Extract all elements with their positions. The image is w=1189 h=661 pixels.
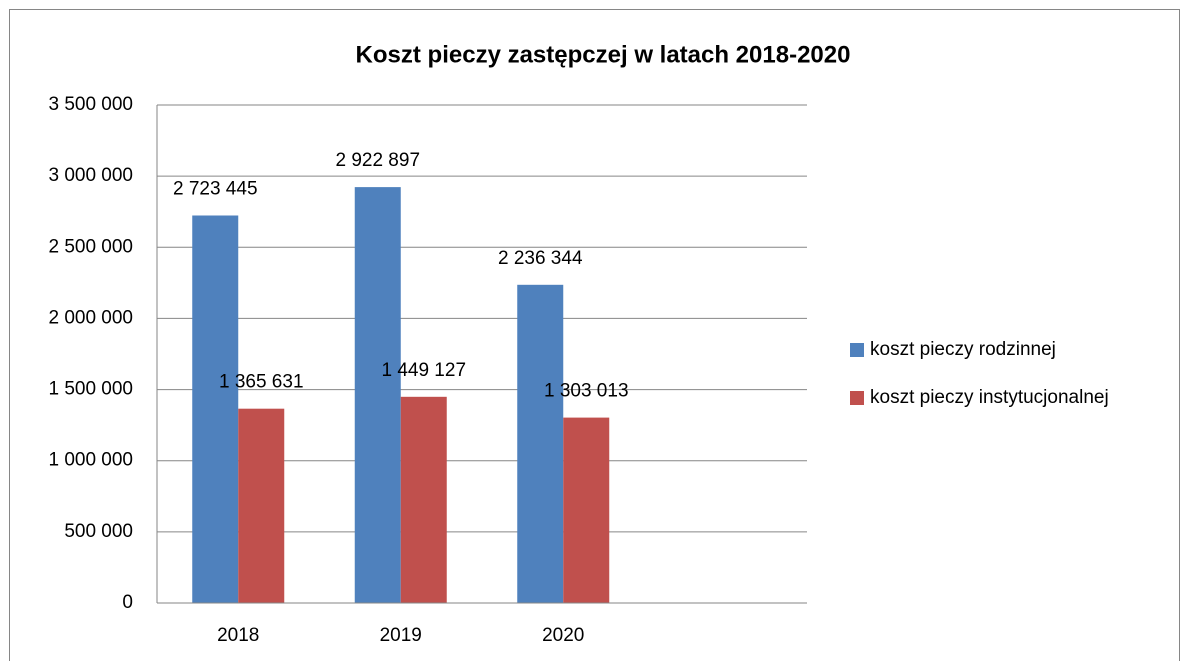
y-tick-label: 3 500 000: [48, 94, 133, 115]
data-label: 1 303 013: [544, 381, 629, 402]
data-label: 2 236 344: [498, 248, 583, 269]
bar: [517, 284, 564, 603]
bar: [192, 215, 239, 603]
x-tick-label: 2019: [380, 625, 422, 646]
bar: [354, 187, 401, 603]
y-tick-label: 2 000 000: [48, 307, 133, 328]
y-tick-label: 1 500 000: [48, 379, 133, 400]
data-label: 1 449 127: [381, 360, 466, 381]
legend-label: koszt pieczy rodzinnej: [870, 339, 1056, 360]
chart-title: Koszt pieczy zastępczej w latach 2018-20…: [356, 41, 851, 68]
data-label: 2 723 445: [173, 179, 258, 200]
x-tick-label: 2020: [542, 625, 584, 646]
y-tick-label: 3 000 000: [48, 165, 133, 186]
bar: [238, 408, 285, 603]
legend-label: koszt pieczy instytucjonalnej: [870, 387, 1109, 408]
y-tick-label: 1 000 000: [48, 450, 133, 471]
bar: [563, 417, 610, 603]
y-tick-label: 2 500 000: [48, 236, 133, 257]
data-label: 1 365 631: [219, 372, 304, 393]
legend-swatch: [850, 391, 864, 405]
data-label: 2 922 897: [335, 150, 420, 171]
y-tick-label: 0: [122, 592, 133, 613]
y-tick-label: 500 000: [64, 521, 133, 542]
bar: [400, 396, 447, 603]
legend-swatch: [850, 343, 864, 357]
x-tick-label: 2018: [217, 625, 259, 646]
